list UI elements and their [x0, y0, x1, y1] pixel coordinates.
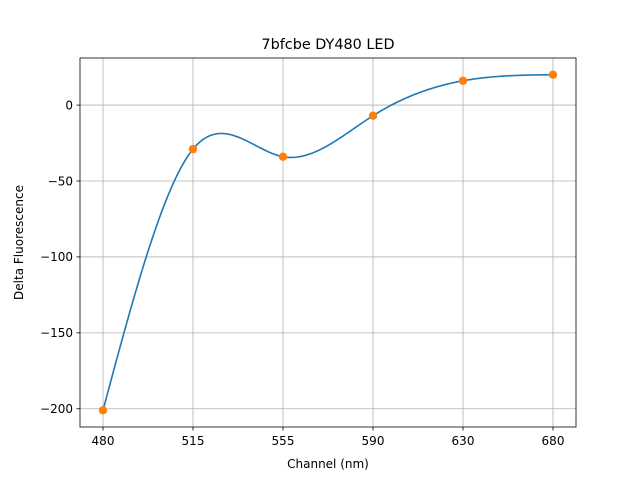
y-tick-label: −150 — [40, 326, 73, 340]
data-point — [98, 406, 108, 415]
y-tick-label: 0 — [65, 98, 73, 112]
data-point — [458, 76, 468, 85]
x-tick-label: 590 — [362, 434, 385, 448]
y-tick-label: −100 — [40, 250, 73, 264]
axis-ticks: 480 515 555 590 630 680 0 −50 −100 −150 −200 — [40, 98, 564, 448]
y-tick-label: −200 — [40, 402, 73, 416]
x-tick-label: 555 — [272, 434, 295, 448]
data-point — [548, 70, 558, 79]
grid — [80, 58, 576, 427]
plot-frame — [79, 57, 577, 428]
chart-title: 7bfcbe DY480 LED — [261, 37, 394, 53]
x-tick-label: 480 — [92, 434, 115, 448]
series-line — [102, 73, 554, 411]
x-tick-label: 630 — [452, 434, 475, 448]
data-point — [188, 144, 198, 154]
x-tick-label: 515 — [182, 434, 205, 448]
y-tick-label: −50 — [48, 174, 73, 188]
y-axis-label: Delta Fluorescence — [12, 185, 26, 300]
data-point — [278, 152, 288, 161]
data-point — [368, 111, 378, 120]
x-tick-label: 680 — [542, 434, 565, 448]
x-axis-label: Channel (nm) — [287, 457, 369, 471]
series-layer — [98, 70, 558, 415]
